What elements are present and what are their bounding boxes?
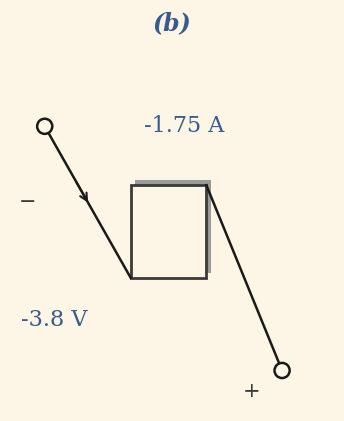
- Circle shape: [37, 119, 52, 134]
- Text: -1.75 A: -1.75 A: [144, 115, 225, 137]
- Bar: [135, 180, 211, 273]
- Text: −: −: [19, 192, 36, 212]
- Text: +: +: [242, 382, 260, 401]
- Text: -3.8 V: -3.8 V: [21, 309, 87, 331]
- Circle shape: [275, 363, 290, 378]
- Bar: [131, 185, 206, 278]
- Text: (b): (b): [153, 11, 191, 35]
